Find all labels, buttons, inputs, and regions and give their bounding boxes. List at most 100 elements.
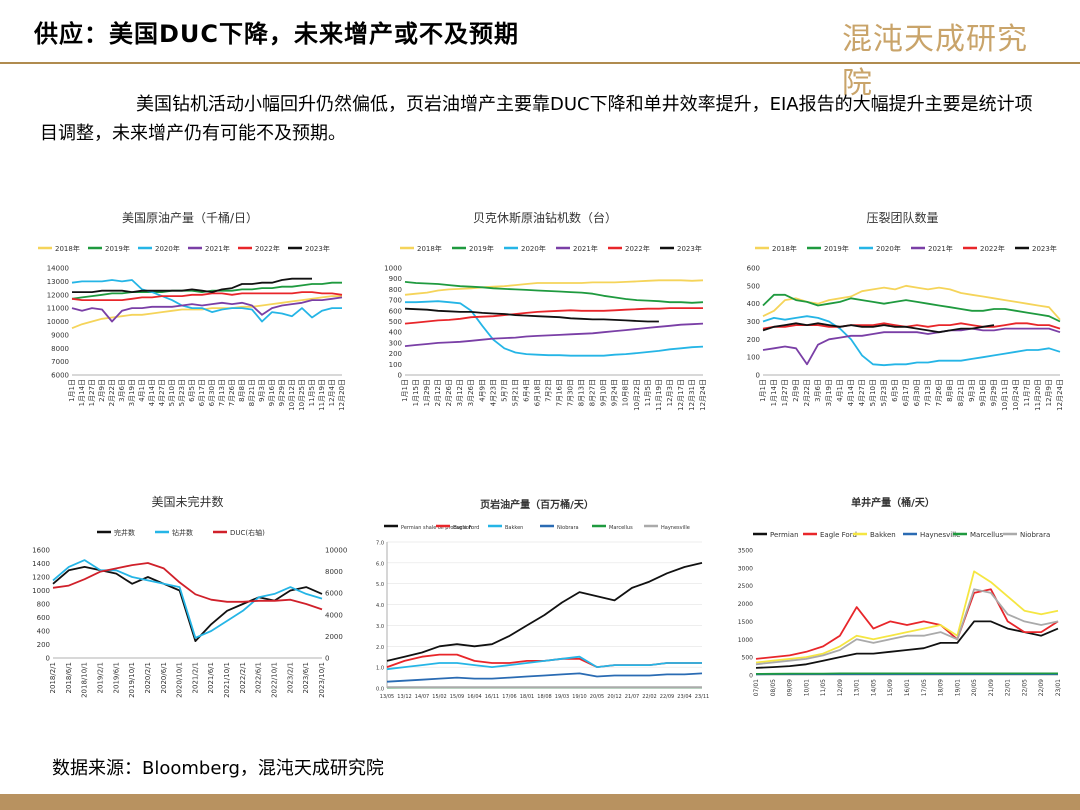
y-tick-label: 3.0 <box>376 624 384 630</box>
x-tick-label: 14/05 <box>870 679 877 696</box>
chart-us-crude-production: 美国原油产量（千桶/日） 2018年 2019年 2020年 2021年 2022年 202… <box>30 200 350 445</box>
x-tick-label: 2018/2/1 <box>49 662 57 693</box>
x-tick-label: 20/05 <box>590 694 604 700</box>
series-line <box>404 307 703 325</box>
chart-title: 页岩油产量（百万桶/天） <box>480 498 594 511</box>
y-tick-label: 500 <box>747 282 760 290</box>
x-tick-label: 22/09 <box>660 694 674 700</box>
legend-label: 2020年 <box>521 244 546 253</box>
x-tick-label: 18/01 <box>520 694 534 700</box>
x-tick-label: 22/09 <box>1038 679 1045 696</box>
y-tick-label: 10000 <box>47 318 69 326</box>
y-tick-label: 700 <box>389 297 402 305</box>
x-tick-label: 5月23日 <box>178 379 186 406</box>
legend-label: Permian <box>770 531 799 539</box>
legend-label: 2018年 <box>417 244 442 253</box>
x-tick-label: 11月19日 <box>655 379 663 411</box>
x-tick-label: 2月12日 <box>434 379 442 406</box>
x-tick-label: 16/04 <box>467 694 481 700</box>
footer-bar <box>0 794 1080 810</box>
series-line <box>52 566 323 642</box>
x-tick-label: 5月23日 <box>880 379 888 406</box>
chart-title: 贝克休斯原油钻机数（台） <box>473 210 617 225</box>
header: 供应：美国DUC下降，未来增产或不及预期 混沌天成研究院 <box>0 0 1080 101</box>
x-tick-label: 12月4日 <box>328 379 336 406</box>
legend-label: 2020年 <box>155 244 180 253</box>
y-tick-label: 8000 <box>51 345 69 353</box>
chart-title: 美国原油产量（千桶/日） <box>122 210 258 225</box>
series-line <box>404 322 704 347</box>
y-tick-label: 1000 <box>32 587 50 595</box>
x-tick-label: 5月7日 <box>500 379 508 402</box>
legend-label: 2021年 <box>205 244 230 253</box>
page-title: 供应：美国DUC下降，未来增产或不及预期 <box>34 20 520 48</box>
x-tick-label: 08/05 <box>770 679 777 696</box>
y-tick-label: 4.0 <box>376 603 384 609</box>
y-tick-label: 3500 <box>738 548 753 555</box>
x-tick-label: 9月3日 <box>968 379 976 402</box>
x-tick-label: 11月5日 <box>644 379 652 406</box>
x-tick-label: 4月1日 <box>836 379 844 402</box>
y-tick-label: 200 <box>389 350 402 358</box>
x-tick-label: 2020/6/1 <box>160 662 168 693</box>
x-tick-label: 2019/10/1 <box>128 662 136 698</box>
y-tick-label: 100 <box>389 361 402 369</box>
y-tick-label: 900 <box>389 275 402 283</box>
y-tick-label: 0 <box>749 673 753 680</box>
y-tick-label: 500 <box>389 318 402 326</box>
x-tick-label: 6月30日 <box>913 379 921 406</box>
series-line <box>755 588 1059 660</box>
data-source: 数据来源：Bloomberg，混沌天成研究院 <box>52 758 384 779</box>
x-tick-label: 12月20日 <box>338 379 346 411</box>
y-tick-label: 2500 <box>738 583 753 590</box>
chart-title: 美国未完井数 <box>151 494 223 509</box>
chart-per-well-production: 单井产量（桶/天） Permian Eagle Ford Bakken Haynesvi… <box>718 490 1068 720</box>
x-tick-label: 2023/10/1 <box>318 662 326 698</box>
series-line <box>762 293 1061 323</box>
x-tick-label: 1月14日 <box>770 379 778 406</box>
y-tick-label: 800 <box>389 286 402 294</box>
chart-svg: 单井产量（桶/天） Permian Eagle Ford Bakken Haynesvi… <box>738 496 1062 696</box>
x-tick-label: 9月3日 <box>258 379 266 402</box>
x-tick-label: 7月2日 <box>544 379 552 402</box>
series-line <box>71 291 343 301</box>
y-tick-label: 6.0 <box>376 561 384 567</box>
chart-shale-oil-production: 页岩油产量（百万桶/天） Permian shale oil production… <box>362 490 712 720</box>
y-tick-label: 1000 <box>738 637 753 644</box>
series-line <box>762 322 995 334</box>
y-tick-label: 600 <box>389 307 402 315</box>
legend-label: Eagle Ford <box>820 531 857 539</box>
chart-us-completed-wells: 美国未完井数 完井数 钻井数 DUC(右轴) 1600 1400 1200 1000 800 60… <box>15 490 360 720</box>
series-line <box>52 559 323 639</box>
x-tick-label: 1月29日 <box>423 379 431 406</box>
y-tick-label: 1400 <box>32 560 50 568</box>
legend-label: 2022年 <box>625 244 650 253</box>
x-tick-label: 1月14日 <box>78 379 86 406</box>
x-tick-label: 5月21日 <box>511 379 519 406</box>
x-tick-label: 8月21日 <box>248 379 256 406</box>
x-tick-label: 2020/2/1 <box>144 662 152 693</box>
x-tick-label: 8月21日 <box>957 379 965 406</box>
x-tick-label: 2020/10/1 <box>176 662 184 698</box>
chart-svg: 页岩油产量（百万桶/天） Permian shale oil production… <box>376 498 709 700</box>
x-tick-label: 10月11日 <box>1001 379 1009 411</box>
x-tick-label: 6月5日 <box>891 379 899 402</box>
y-tick-label: 1600 <box>32 547 50 555</box>
x-tick-label: 2021/10/1 <box>223 662 231 698</box>
y-tick-label: 300 <box>389 339 402 347</box>
y-tick-label: 800 <box>37 601 50 609</box>
y2-tick-label: 8000 <box>325 568 343 576</box>
y-tick-label: 0 <box>46 655 50 663</box>
y-tick-label: 0 <box>398 372 402 380</box>
x-tick-label: 12/09 <box>837 679 844 696</box>
x-tick-label: 1月1日 <box>401 379 409 402</box>
x-tick-label: 23/04 <box>677 694 691 700</box>
legend-label: Haynesville <box>920 531 960 539</box>
series-line <box>386 655 702 671</box>
x-tick-label: 07/01 <box>753 679 760 696</box>
chart-frac-spread-count: 压裂团队数量 2018年 2019年 2020年 2021年 2022年 2023年 600 5… <box>735 200 1070 445</box>
y-tick-label: 5.0 <box>376 582 384 588</box>
legend-label: Eagle Ford <box>453 525 479 531</box>
x-tick-label: 2021/6/1 <box>207 662 215 693</box>
